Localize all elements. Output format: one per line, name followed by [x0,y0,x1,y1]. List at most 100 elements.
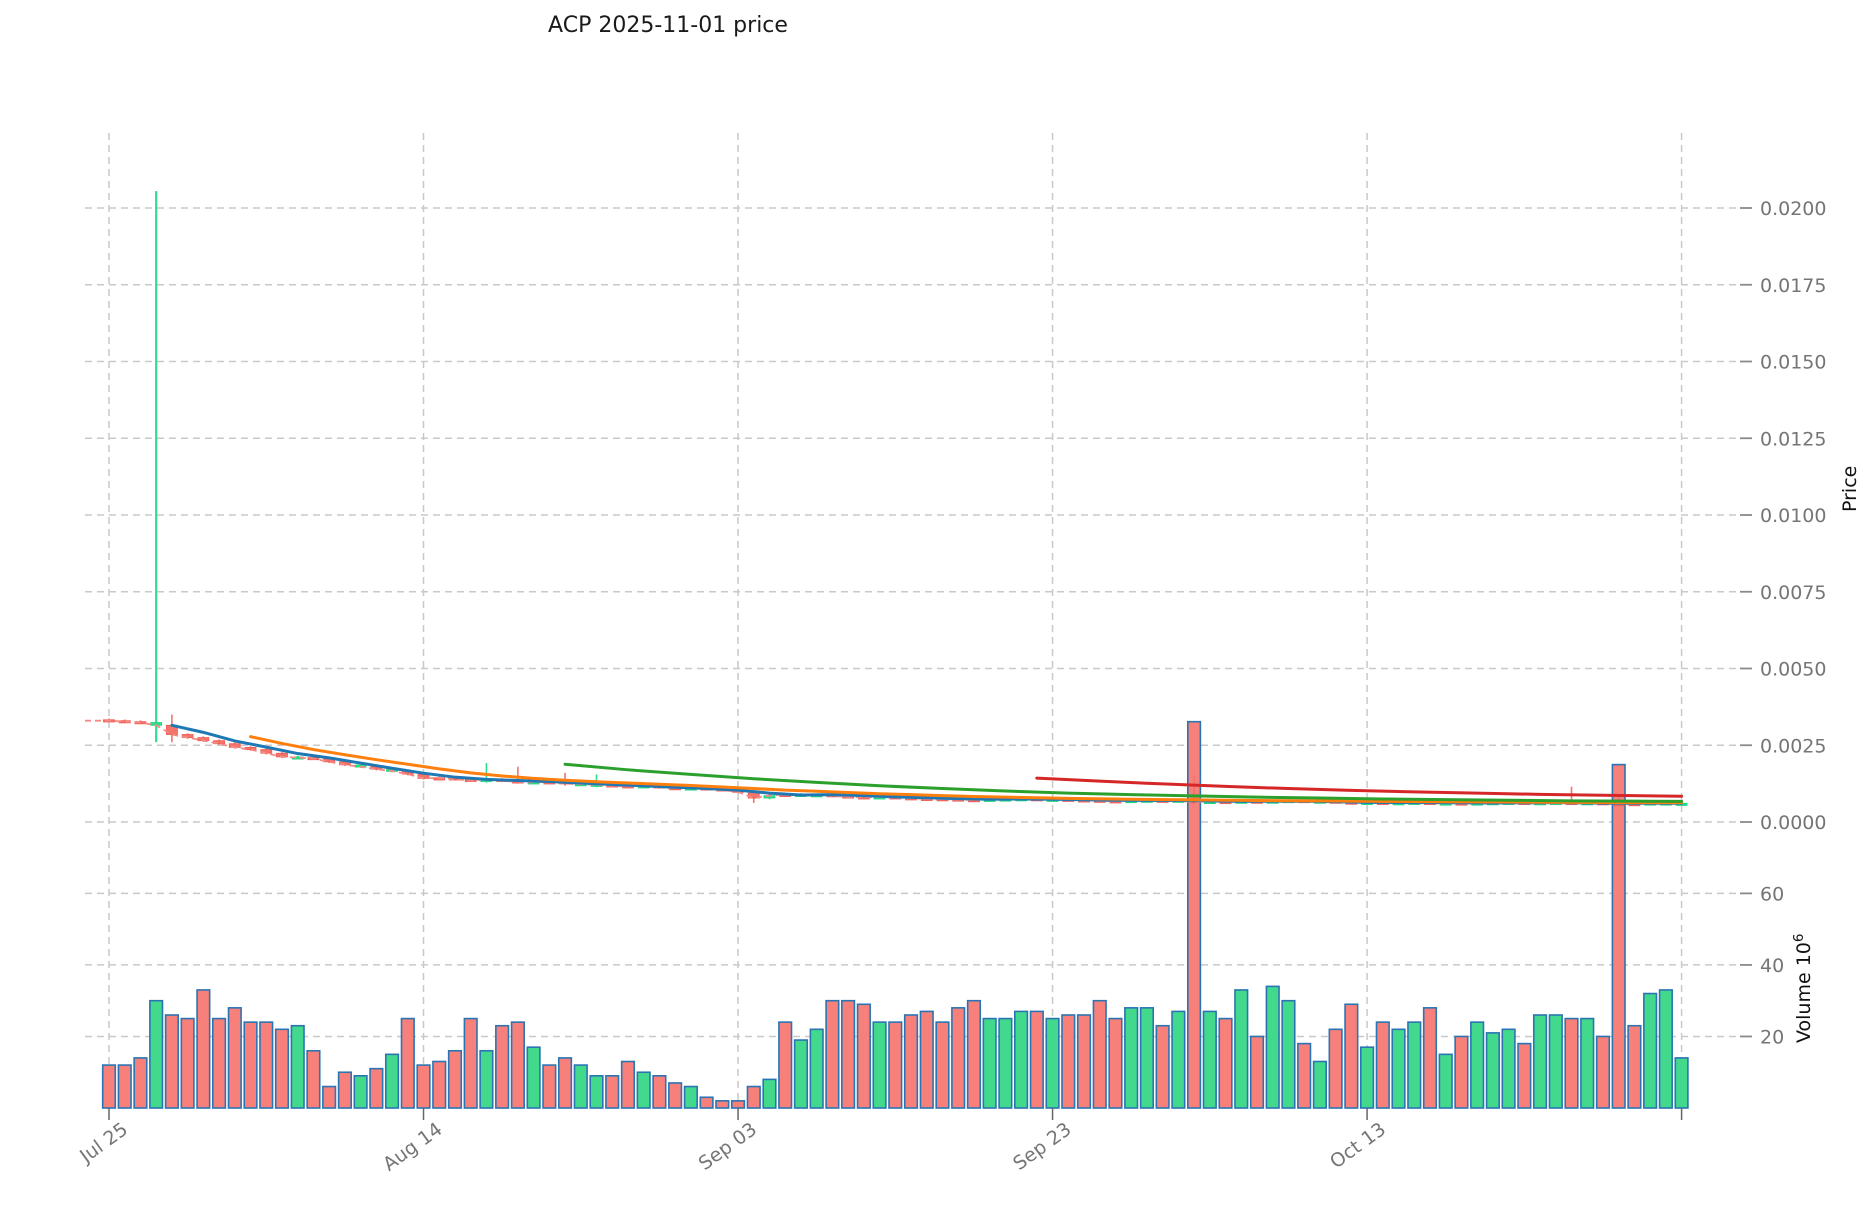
volume-bar [322,1085,337,1109]
volume-bar [526,1046,541,1109]
volume-bar [998,1017,1013,1109]
volume-bar [652,1075,667,1109]
volume-bar [1580,1017,1595,1109]
price-tick-label: 0.0075 [1760,582,1826,604]
volume-bar [1218,1017,1233,1109]
volume-bar [589,1075,604,1109]
volume-bar [400,1017,415,1109]
volume-bar [1171,1010,1186,1109]
volume-bar [1014,1010,1029,1109]
volume-bar [542,1064,557,1109]
volume-bar [841,999,856,1109]
volume-bar [1674,1057,1689,1109]
volume-bar [117,1064,132,1109]
price-tick-label: 0.0025 [1760,735,1826,757]
volume-bar [1454,1035,1469,1109]
volume-bar [1643,992,1658,1109]
volume-bar [935,1021,950,1109]
volume-bar [1422,1007,1438,1109]
volume-bar [510,1021,525,1109]
volume-bar [416,1064,431,1109]
volume-bar [809,1028,824,1109]
volume-bar [1375,1021,1390,1109]
volume-bar [1658,989,1673,1109]
moving-average-lines [170,723,1684,805]
volume-bar [872,1021,887,1109]
volume-bar [1532,1014,1548,1109]
volume-bar [1092,999,1107,1109]
volume-bar [888,1021,903,1109]
price-tick-label: 0.0175 [1760,275,1826,297]
volume-bar [1045,1017,1060,1109]
volume-bar [1186,720,1202,1109]
price-tick-label: 0.0150 [1760,352,1826,374]
volume-bar [856,1003,871,1109]
volume-bar [966,999,982,1109]
volume-bar [1344,1003,1359,1109]
volume-bar [1485,1032,1500,1109]
volume-bar [605,1075,620,1109]
volume-bar [620,1060,636,1109]
volume-bar [825,999,840,1109]
volume-bar [164,1014,180,1109]
price-tick-label: 0.0050 [1760,659,1826,681]
volume-bar [1564,1017,1579,1109]
volume-bar [1470,1021,1485,1109]
volume-bar [1438,1053,1453,1109]
volume-bar [903,1014,919,1109]
volume-bar [557,1057,573,1109]
volume-bar [1548,1014,1563,1109]
gridlines [85,133,1737,1108]
volume-bar [793,1039,809,1109]
chart-title: ACP 2025-11-01 price [548,13,788,38]
volume-bar [1124,1007,1139,1109]
volume-bar [432,1060,447,1109]
price-tick-label: 0.0100 [1760,505,1826,527]
volume-tick-label: 40 [1760,955,1784,977]
volume-bar [1139,1007,1155,1109]
volume-bar [337,1071,352,1109]
price-tick-label: 0.0200 [1760,198,1826,220]
volume-bar [101,1064,117,1109]
volume-bar [762,1078,777,1109]
volume-bar [463,1017,478,1109]
volume-bar [919,1010,934,1109]
volume-bar [683,1085,698,1109]
volume-bar [227,1007,242,1109]
volume-bar [1155,1024,1170,1109]
volume-bar [447,1049,463,1109]
volume-bar [1249,1035,1265,1109]
volume-bar [636,1071,651,1109]
volume-bar [778,1021,793,1109]
volume-bar [1328,1028,1343,1109]
volume-bar [715,1100,730,1109]
volume-bar [353,1075,368,1109]
volume-bar [1297,1042,1312,1109]
volume-bar [1359,1046,1375,1109]
volume-bar [384,1053,400,1109]
volume-bar [1517,1042,1532,1109]
volume-axis-label: Volume 106 [1791,934,1815,1043]
volume-bar [1391,1028,1406,1109]
volume-bar [1076,1014,1092,1109]
volume-bar [211,1017,227,1109]
volume-bar [951,1007,966,1109]
volume-bars [101,720,1689,1109]
volume-bar [149,999,164,1109]
volume-bar [1061,1014,1076,1109]
price-axis-label: Price [1839,466,1861,512]
volume-bar [259,1021,274,1109]
volume-bar [746,1085,761,1109]
volume-bar [180,1017,195,1109]
volume-bar [1501,1028,1516,1109]
price-tick-label: 0.0125 [1760,428,1826,450]
volume-bar [243,1021,258,1109]
volume-bar [196,989,211,1109]
volume-bar [369,1067,384,1109]
volume-tick-label: 60 [1760,883,1784,905]
ma-mid-orange-line [249,735,1684,805]
volume-bar [573,1064,588,1109]
volume-bar [1202,1010,1217,1109]
volume-bar [982,1017,997,1109]
